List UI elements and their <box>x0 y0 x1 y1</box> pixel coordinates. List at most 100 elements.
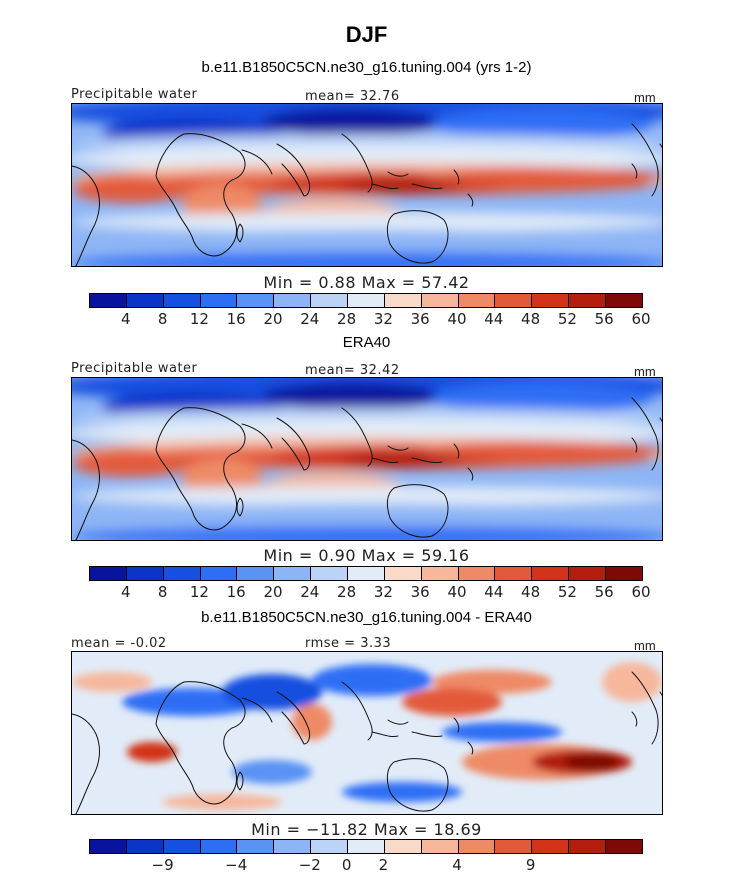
panel-1-title: b.e11.B1850C5CN.ne30_g16.tuning.004 (yrs… <box>201 59 532 76</box>
colorbar-swatch <box>200 567 238 580</box>
colorbar-swatch <box>126 840 164 853</box>
colorbar-tick-label: 16 <box>226 310 246 328</box>
colorbar-tick-label: 52 <box>557 310 577 328</box>
colorbar-tick-label: 4 <box>121 310 131 328</box>
panel-3-colorbar-ticks: −9 −4 −2 0 2 4 9 <box>89 856 641 874</box>
colorbar-swatch <box>606 567 642 580</box>
panel-1-units: mm <box>634 90 656 105</box>
colorbar-swatch <box>569 294 607 307</box>
colorbar-swatch <box>532 294 570 307</box>
colorbar-swatch <box>163 840 201 853</box>
colorbar-tick-label: 44 <box>484 310 504 328</box>
colorbar-tick-label: 40 <box>447 583 467 601</box>
colorbar-tick-label: 36 <box>410 310 430 328</box>
colorbar-tick-label: 36 <box>410 583 430 601</box>
colorbar-swatch <box>90 294 127 307</box>
colorbar-swatch <box>421 567 459 580</box>
panel-3-colorbar <box>89 839 643 854</box>
colorbar-swatch <box>348 840 385 853</box>
colorbar-swatch <box>274 294 312 307</box>
colorbar-swatch <box>495 840 533 853</box>
colorbar-swatch <box>348 567 385 580</box>
panel-3-mean-label: mean = -0.02 <box>71 636 167 651</box>
panel-1-map <box>71 103 663 267</box>
panel-3-min-max: Min = −11.82 Max = 18.69 <box>251 820 482 839</box>
colorbar-tick-label: 56 <box>594 583 614 601</box>
colorbar-tick-label: 8 <box>157 310 168 328</box>
colorbar-swatch <box>384 567 422 580</box>
colorbar-tick-label: 4 <box>452 856 462 874</box>
colorbar-swatch <box>311 840 349 853</box>
colorbar-tick-label: 40 <box>447 310 467 328</box>
colorbar-swatch <box>606 294 642 307</box>
panel-1-colorbar-ticks: 4 8 12 16 20 24 28 32 36 40 44 48 52 56 60 <box>89 310 651 328</box>
colorbar-tick-label: 4 <box>121 583 131 601</box>
colorbar-swatch <box>237 294 275 307</box>
colorbar-tick-label: 60 <box>631 583 651 601</box>
colorbar-tick-label: 48 <box>521 583 541 601</box>
colorbar-swatch <box>311 567 349 580</box>
panel-2-map <box>71 377 663 541</box>
panel-1-mean-label: mean= 32.76 <box>305 89 400 104</box>
colorbar-swatch <box>274 840 312 853</box>
colorbar-tick-label: −9 <box>151 856 174 874</box>
colorbar-swatch <box>384 294 422 307</box>
colorbar-tick-label: 16 <box>226 583 246 601</box>
colorbar-tick-label: 48 <box>521 310 541 328</box>
colorbar-tick-label: 24 <box>300 310 320 328</box>
colorbar-swatch <box>348 294 385 307</box>
panel-2-colorbar-ticks: 4 8 12 16 20 24 28 32 36 40 44 48 52 56 60 <box>89 583 651 601</box>
colorbar-swatch <box>532 567 570 580</box>
panel-3-title: b.e11.B1850C5CN.ne30_g16.tuning.004 - ER… <box>201 609 532 626</box>
panel-2-mean-label: mean= 32.42 <box>305 363 400 378</box>
colorbar-swatch <box>421 294 459 307</box>
panel-2-colorbar <box>89 566 643 581</box>
colorbar-tick-label: 60 <box>631 310 651 328</box>
colorbar-tick-label: 52 <box>557 583 577 601</box>
panel-2-units: mm <box>634 364 656 379</box>
colorbar-swatch <box>90 840 127 853</box>
colorbar-tick-label: 28 <box>337 583 357 601</box>
colorbar-tick-label: −4 <box>225 856 248 874</box>
plot-title: DJF <box>345 22 388 47</box>
panel-2-title: ERA40 <box>342 334 391 351</box>
colorbar-tick-label: 24 <box>300 583 320 601</box>
colorbar-swatch <box>458 294 496 307</box>
panel-3-units: mm <box>634 638 656 653</box>
colorbar-swatch <box>126 567 164 580</box>
panel-1-min-max: Min = 0.88 Max = 57.42 <box>263 273 470 292</box>
colorbar-tick-label: 28 <box>337 310 357 328</box>
colorbar-swatch <box>200 840 238 853</box>
colorbar-swatch <box>163 294 201 307</box>
colorbar-tick-label: 56 <box>594 310 614 328</box>
colorbar-swatch <box>384 840 422 853</box>
colorbar-tick-label: 32 <box>373 583 393 601</box>
colorbar-tick-label: 32 <box>373 310 393 328</box>
colorbar-tick-label: 8 <box>157 583 168 601</box>
colorbar-swatch <box>569 840 607 853</box>
colorbar-tick-label: 12 <box>189 583 209 601</box>
colorbar-swatch <box>163 567 201 580</box>
colorbar-swatch <box>569 567 607 580</box>
panel-3-rmse-label: rmse = 3.33 <box>305 636 392 651</box>
colorbar-tick-label: 9 <box>525 856 536 874</box>
colorbar-swatch <box>532 840 570 853</box>
colorbar-swatch <box>458 567 496 580</box>
panel-1-variable-label: Precipitable water <box>71 87 198 102</box>
colorbar-swatch <box>90 567 127 580</box>
colorbar-swatch <box>237 567 275 580</box>
colorbar-swatch <box>200 294 238 307</box>
colorbar-tick-label: 12 <box>189 310 209 328</box>
panel-2-field-svg <box>72 378 662 540</box>
colorbar-swatch <box>237 840 275 853</box>
panel-1-colorbar <box>89 293 643 308</box>
colorbar-swatch <box>126 294 164 307</box>
colorbar-tick-label: 20 <box>263 310 283 328</box>
colorbar-swatch <box>495 567 533 580</box>
panel-3-field-svg <box>72 652 662 814</box>
colorbar-tick-label: 20 <box>263 583 283 601</box>
colorbar-tick-label: 0 <box>341 856 352 874</box>
colorbar-swatch <box>606 840 642 853</box>
panel-2-variable-label: Precipitable water <box>71 361 198 376</box>
panel-1-field-svg <box>72 104 662 266</box>
